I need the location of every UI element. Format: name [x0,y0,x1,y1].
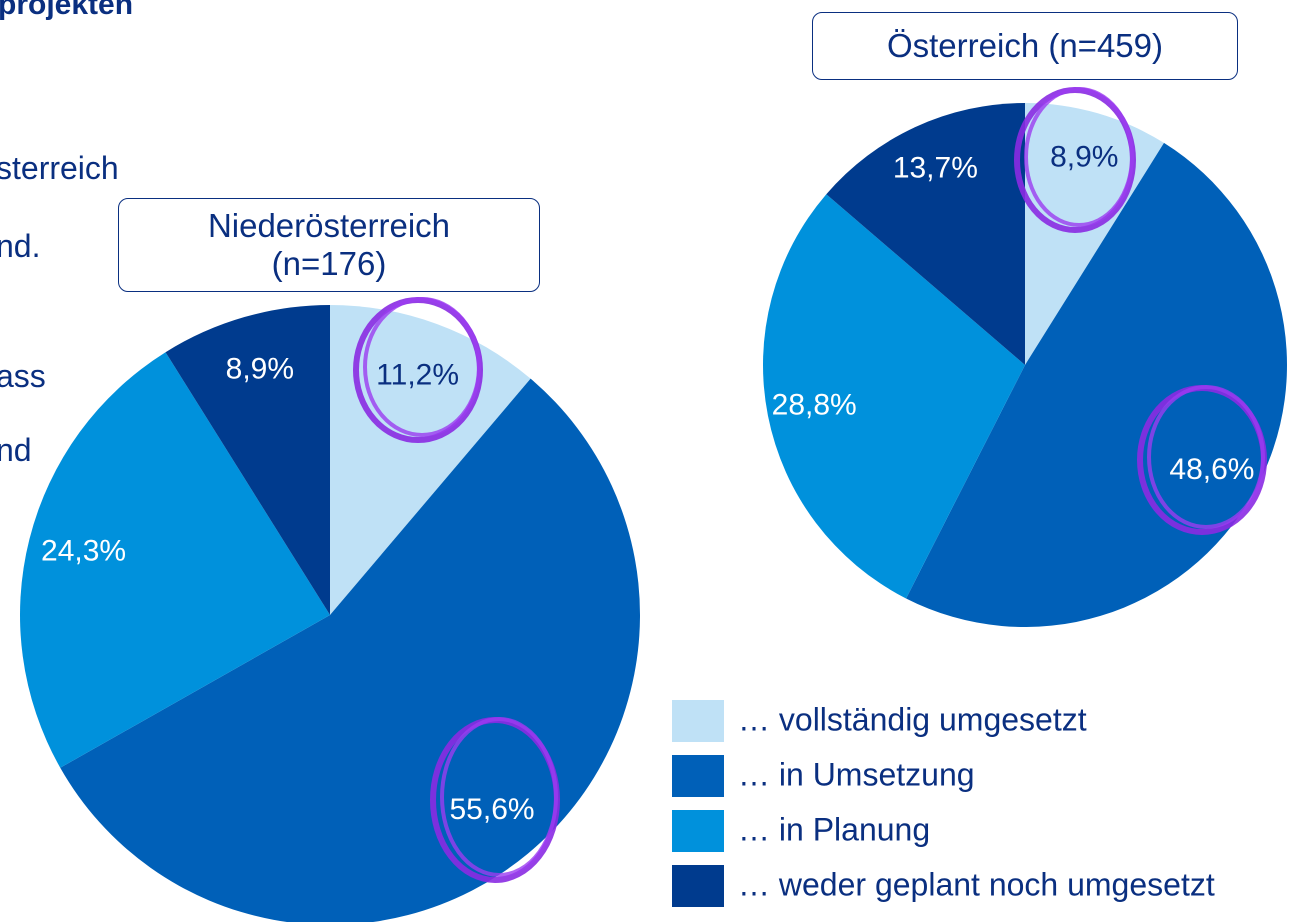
highlight-circle [363,297,481,437]
legend-swatch [672,865,724,907]
pie-slice [20,352,330,768]
legend-swatch [672,810,724,852]
highlight-circle [1024,87,1134,227]
pie-slice [165,305,330,615]
text-fragment: nd [0,432,32,468]
data-label: 28,8% [772,389,857,422]
heading: projekten [0,0,134,21]
data-label: 48,6% [1169,453,1254,486]
data-label: 8,9% [1050,140,1118,173]
highlight-circle [440,717,558,877]
text-fragment: ass [0,358,46,394]
pie-slice [763,194,1025,599]
text-fragment: sterreich [0,150,119,186]
legend-swatch [672,755,724,797]
legend-label: … weder geplant noch umgesetzt [738,866,1215,902]
pie-slice [826,103,1025,365]
pie-slice [60,378,640,922]
pie-slice [906,142,1287,627]
legend-label: … in Planung [738,811,930,847]
data-label: 8,9% [226,353,294,386]
legend-swatch [672,700,724,742]
data-label: 13,7% [893,152,978,185]
pie-slice [1025,103,1164,365]
text-fragment: nd. [0,228,41,264]
legend-label: … vollständig umgesetzt [738,701,1087,737]
data-label: 11,2% [376,358,459,391]
chart-title: Österreich (n=459) [812,12,1238,80]
legend-label: … in Umsetzung [738,756,975,792]
highlight-circle [1147,385,1265,529]
data-label: 24,3% [41,534,126,567]
data-label: 55,6% [449,793,534,826]
chart-title: Niederösterreich (n=176) [118,198,540,292]
